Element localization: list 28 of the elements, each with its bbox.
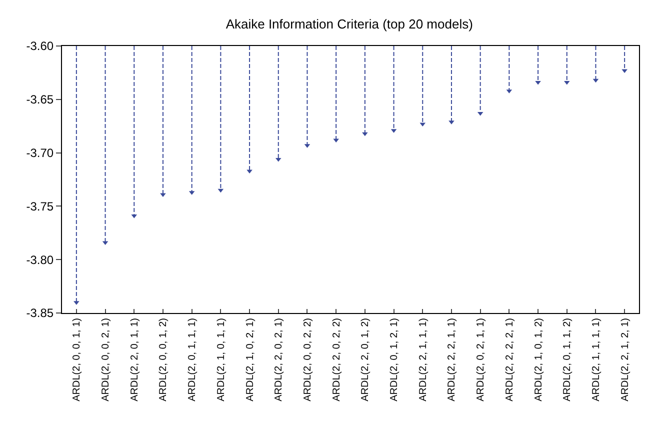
x-tick-label: ARDL(2, 2, 2, 2, 1): [504, 318, 516, 402]
y-tick-label: -3.80: [26, 252, 54, 267]
y-tick-label: -3.85: [26, 306, 54, 320]
x-tick-label: ARDL(2, 0, 1, 2, 1): [389, 318, 400, 402]
x-tick-label: ARDL(2, 2, 0, 2, 2): [331, 318, 342, 402]
chart-title: Akaike Information Criteria (top 20 models): [226, 16, 473, 32]
y-tick-label: -3.65: [26, 92, 54, 107]
point: [362, 132, 368, 136]
x-tick-label: ARDL(2, 2, 1, 1, 1): [418, 318, 429, 402]
x-tick-label: ARDL(2, 2, 1, 2, 1): [620, 318, 631, 402]
x-tick-label: ARDL(2, 0, 1, 1, 2): [562, 318, 574, 402]
x-tick-label: ARDL(2, 2, 0, 2, 1): [274, 318, 285, 402]
x-tick-label: ARDL(2, 2, 2, 1, 1): [446, 318, 458, 402]
x-tick-label: ARDL(2, 1, 1, 1, 1): [590, 318, 602, 402]
x-tick-label: ARDL(2, 0, 2, 1, 1): [476, 318, 487, 402]
y-tick-label: -3.75: [26, 199, 54, 214]
x-tick-label: ARDL(2, 1, 0, 1, 1): [216, 318, 227, 402]
y-tick-label: -3.70: [26, 146, 54, 160]
x-tick-label: ARDL(2, 1, 0, 2, 1): [244, 318, 256, 402]
x-tick-label: ARDL(2, 2, 0, 1, 1): [129, 318, 140, 402]
x-tick-label: ARDL(2, 2, 0, 1, 2): [360, 318, 372, 402]
x-tick-label: ARDL(2, 1, 0, 1, 2): [533, 318, 544, 402]
x-tick-label: ARDL(2, 0, 0, 1, 2): [158, 318, 170, 402]
x-tick-label: ARDL(2, 0, 1, 1, 1): [187, 318, 198, 402]
x-tick-label: ARDL(2, 0, 0, 1, 1): [72, 318, 83, 402]
x-tick-label: ARDL(2, 0, 0, 2, 1): [100, 318, 112, 402]
y-tick-label: -3.60: [26, 39, 54, 54]
x-tick-label: ARDL(2, 0, 0, 2, 2): [302, 318, 314, 402]
